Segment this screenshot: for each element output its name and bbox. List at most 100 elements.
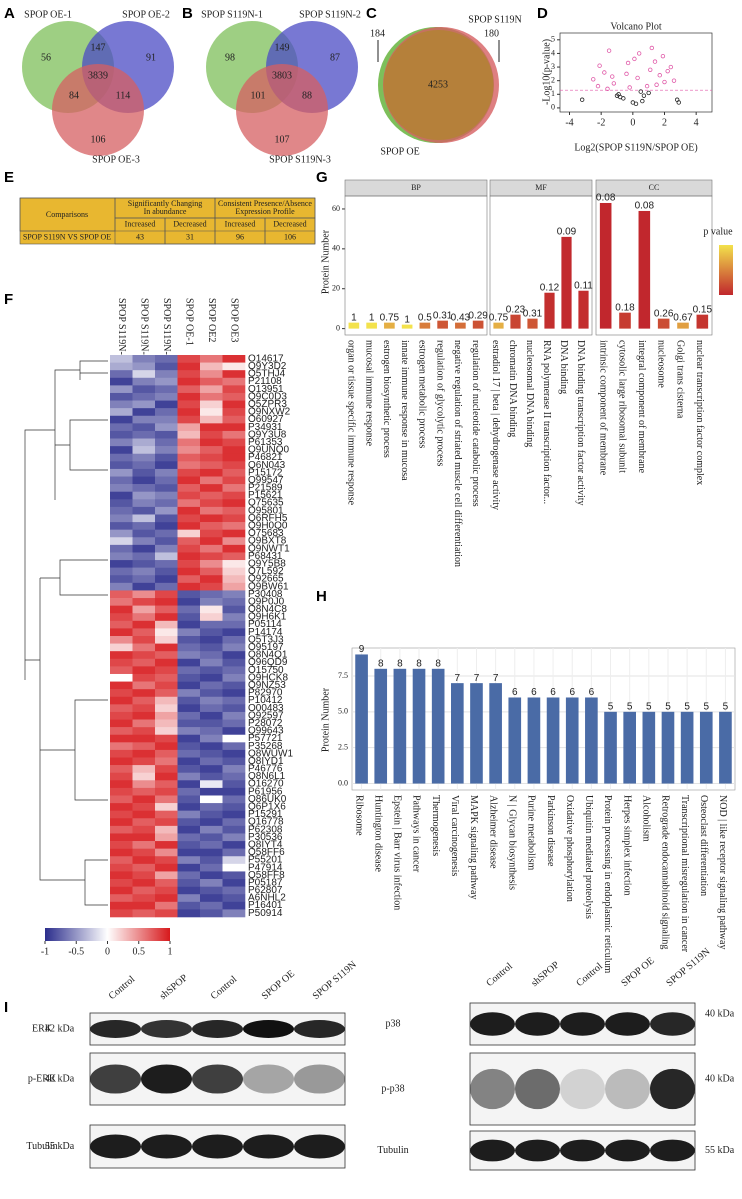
heat-cell — [222, 461, 246, 470]
point — [660, 53, 666, 59]
value-label: 1 — [369, 312, 375, 323]
heat-cell — [110, 620, 133, 629]
row-label: O95801 — [248, 505, 284, 516]
row-label: Q8N4C8 — [248, 604, 287, 615]
heat-cell — [132, 894, 156, 903]
panel-label: G — [316, 169, 328, 186]
row-label: P62308 — [248, 824, 283, 835]
heat-cell — [222, 605, 246, 614]
heat-cell — [177, 491, 201, 500]
column-label: SPOP S119N-1 — [116, 298, 127, 360]
heat-cell — [177, 749, 201, 758]
heat-cell — [110, 810, 133, 819]
heat-cell — [200, 742, 223, 751]
heat-cell — [177, 476, 201, 485]
heat-cell — [110, 537, 133, 546]
heat-cell — [222, 818, 246, 827]
point — [644, 83, 650, 89]
size-label: 55 kDa — [705, 1145, 735, 1156]
value-label: 6 — [589, 687, 595, 698]
heat-cell — [132, 901, 156, 910]
heat-cell — [132, 765, 156, 774]
heat-cell — [155, 468, 178, 477]
venn-count: 114 — [116, 90, 131, 101]
heat-cell — [155, 901, 178, 910]
bar — [384, 322, 395, 329]
heat-cell — [155, 423, 178, 432]
value-label: 1 — [351, 312, 357, 323]
heat-cell — [177, 909, 201, 918]
heat-cell — [177, 514, 201, 523]
panel-label: I — [4, 999, 8, 1016]
value-label: 5 — [665, 701, 671, 712]
panel-label: C — [366, 5, 377, 22]
heat-cell — [200, 871, 223, 880]
heat-cell — [177, 727, 201, 736]
venn-count: 3803 — [272, 70, 292, 81]
point — [595, 83, 601, 89]
x-tick-label: Thermogenesis — [430, 795, 441, 856]
value-label: 5 — [646, 701, 652, 712]
heat-cell — [155, 803, 178, 811]
venn-count: 56 — [41, 52, 51, 63]
column-label: SPOP S119N-2 — [138, 298, 149, 360]
heat-cell — [110, 803, 133, 811]
row-label: P21589 — [248, 483, 283, 494]
heat-cell — [132, 491, 156, 500]
heat-cell — [177, 468, 201, 477]
blot-band — [192, 1134, 243, 1159]
panel-label: B — [182, 5, 193, 22]
panel-label: D — [537, 5, 548, 22]
x-tick-label: NOD | like receptor signaling pathway — [717, 795, 728, 949]
heat-cell — [110, 605, 133, 614]
heat-cell — [132, 400, 156, 409]
table-header: Expression Profile — [235, 207, 295, 216]
blot-band — [141, 1134, 192, 1159]
heat-cell — [132, 377, 156, 386]
heat-cell — [155, 689, 178, 698]
column-label: SPOP OE3 — [228, 298, 239, 342]
heat-cell — [110, 582, 133, 591]
plot-frame — [351, 647, 736, 791]
heat-cell — [155, 749, 178, 758]
heat-cell — [222, 560, 246, 568]
x-axis-label: Log2(SPOP S119N/SPOP OE) — [574, 142, 697, 153]
heat-cell — [200, 636, 223, 644]
heat-cell — [222, 430, 246, 439]
lane-label: shSPOP — [529, 959, 562, 989]
colorbar — [45, 928, 170, 941]
row-label: Q9NZ53 — [248, 680, 286, 691]
heat-cell — [110, 385, 133, 394]
x-tick-label: Epstein | Barr virus infection — [392, 795, 403, 910]
bar — [527, 318, 538, 329]
heat-cell — [155, 598, 178, 606]
heat-cell — [110, 886, 133, 895]
blot-band — [605, 1068, 650, 1110]
x-tick-label: negative regulation of striated muscle c… — [452, 340, 463, 567]
point — [591, 77, 596, 82]
heat-cell — [222, 810, 246, 819]
heat-cell — [155, 848, 178, 857]
heat-cell — [222, 894, 246, 903]
heat-cell — [110, 795, 133, 804]
y-axis-label: Protein Number — [320, 687, 331, 752]
heat-cell — [110, 461, 133, 470]
heat-cell — [110, 567, 133, 576]
heat-cell — [200, 598, 223, 606]
heat-cell — [200, 446, 223, 455]
heat-cell — [177, 423, 201, 432]
heat-cell — [132, 681, 156, 690]
heat-cell — [110, 613, 133, 622]
y-tick-label: 5.0 — [338, 707, 348, 716]
row-label: Q9H0Q0 — [248, 521, 288, 532]
table-header: Comparisons — [46, 210, 88, 219]
value-label: 0.09 — [557, 227, 577, 238]
venn-count: 147 — [91, 42, 106, 53]
heat-cell — [132, 620, 156, 629]
heat-cell — [155, 362, 178, 371]
size-label: 40 kDa — [705, 1008, 735, 1019]
blot-band — [605, 1139, 650, 1162]
heat-cell — [132, 430, 156, 439]
bar — [619, 312, 631, 329]
